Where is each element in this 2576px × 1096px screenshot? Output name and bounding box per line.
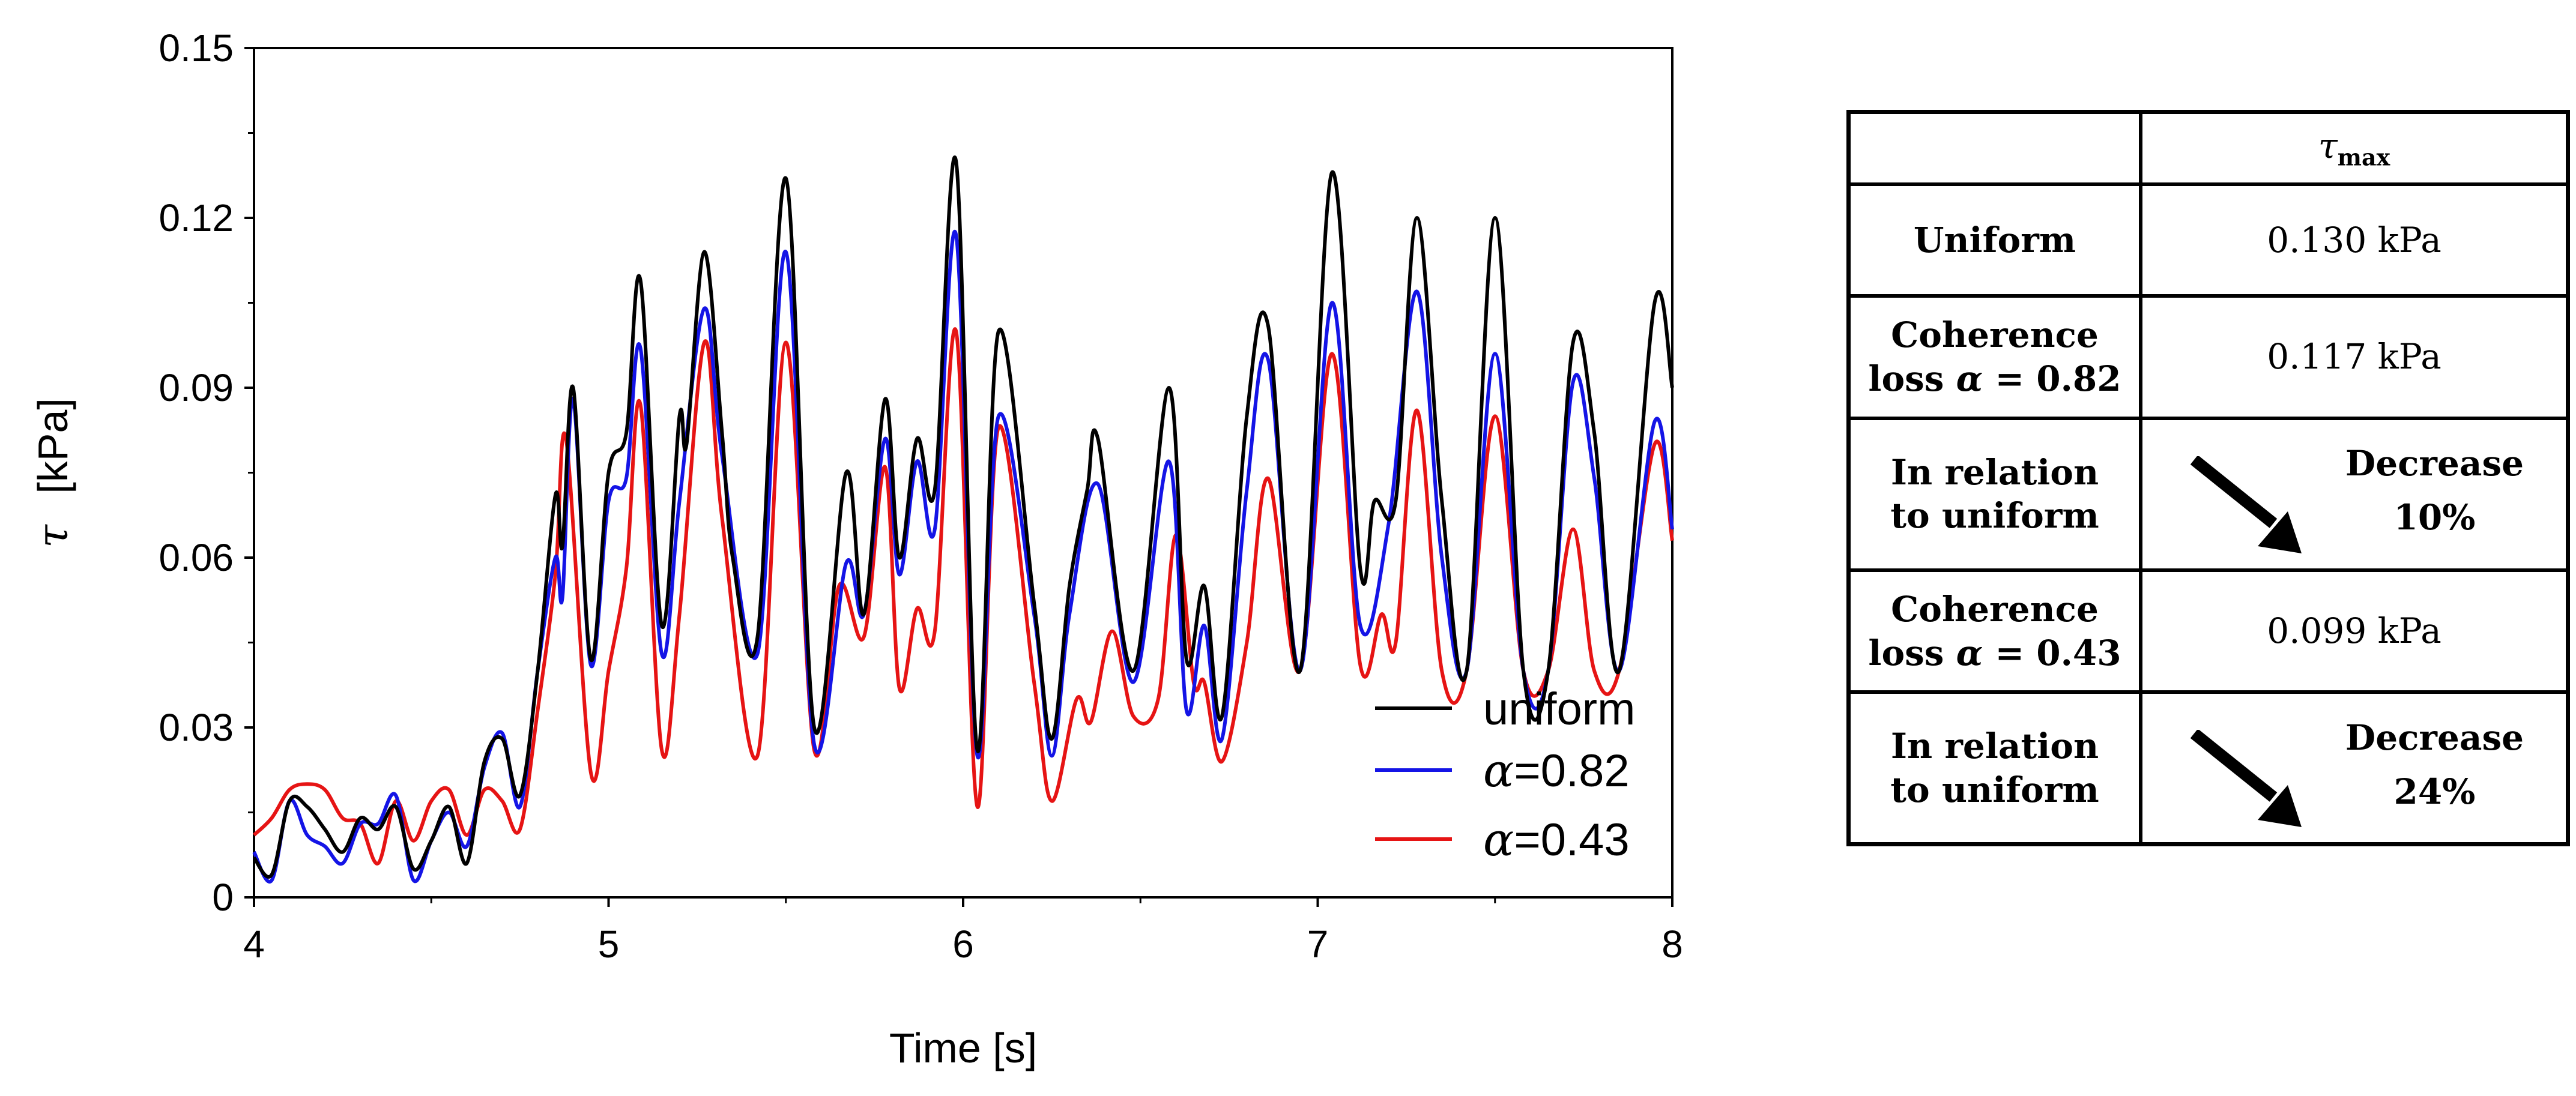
decrease-label: Decrease 10% <box>2345 443 2524 538</box>
table-row-coherence-043: Coherence loss α = 0.43 0.099 kPa <box>1846 568 2570 694</box>
x-axis-title: Time [s] <box>889 1025 1037 1071</box>
row-label: Coherence loss α = 0.43 <box>1846 568 2142 694</box>
x-tick-label: 5 <box>598 923 620 966</box>
y-tick-label: 0.09 <box>159 366 234 409</box>
series-line-alpha-0-82 <box>252 230 1674 884</box>
results-table: τmax Uniform 0.130 kPa Coherence loss α … <box>1846 110 2570 846</box>
row-value: 0.099 kPa <box>2139 568 2570 694</box>
y-tick-label: 0.12 <box>159 196 234 239</box>
x-tick-label: 4 <box>243 923 265 966</box>
table-row-uniform: Uniform 0.130 kPa <box>1846 182 2570 298</box>
x-tick-label: 8 <box>1661 923 1683 966</box>
y-axis-ticks: 0 0.03 0.06 0.09 0.12 0.15 <box>159 26 254 919</box>
table-row-relation-24: In relation to uniform Decrease 24% <box>1846 690 2570 846</box>
table-header-tau-max: τmax <box>2139 110 2570 186</box>
table-row-relation-10: In relation to uniform Decrease 10% <box>1846 416 2570 572</box>
row-label: In relation to uniform <box>1846 690 2142 846</box>
legend: uniform α=0.82 α=0.43 <box>1375 684 1635 866</box>
legend-label-alpha-043: α=0.43 <box>1483 813 1630 866</box>
row-value: 0.117 kPa <box>2139 294 2570 420</box>
y-axis-title: τ [kPa] <box>28 398 77 548</box>
y-tick-label: 0.03 <box>159 706 234 749</box>
legend-label-uniform: uniform <box>1483 684 1635 735</box>
row-label: In relation to uniform <box>1846 416 2142 572</box>
legend-label-alpha-082: α=0.82 <box>1483 744 1630 797</box>
decrease-cell: Decrease 10% <box>2139 416 2570 572</box>
svg-text:τ [kPa]: τ [kPa] <box>28 398 77 548</box>
series-line-uniform <box>252 155 1674 879</box>
series-lines <box>252 155 1674 884</box>
series-line-alpha-0-43 <box>252 327 1674 866</box>
table-row-coherence-082: Coherence loss α = 0.82 0.117 kPa <box>1846 294 2570 420</box>
arrow-down-right-icon <box>2191 730 2302 828</box>
y-tick-label: 0.15 <box>159 26 234 70</box>
table-header-empty-cell <box>1846 110 2142 186</box>
y-tick-label: 0.06 <box>159 536 234 579</box>
decrease-cell: Decrease 24% <box>2139 690 2570 846</box>
x-axis-ticks: 4 5 6 7 8 <box>243 897 1683 966</box>
arrow-down-right-icon <box>2191 456 2302 553</box>
row-value: 0.130 kPa <box>2139 182 2570 298</box>
x-tick-label: 7 <box>1307 923 1329 966</box>
table-header-row: τmax <box>1846 110 2570 186</box>
y-tick-label: 0 <box>212 876 234 919</box>
y-axis-title-unit: [kPa] <box>29 398 76 494</box>
row-label: Uniform <box>1846 182 2142 298</box>
decrease-label: Decrease 24% <box>2345 717 2524 812</box>
row-label: Coherence loss α = 0.82 <box>1846 294 2142 420</box>
y-axis-title-symbol: τ <box>28 524 77 548</box>
x-tick-label: 6 <box>952 923 974 966</box>
